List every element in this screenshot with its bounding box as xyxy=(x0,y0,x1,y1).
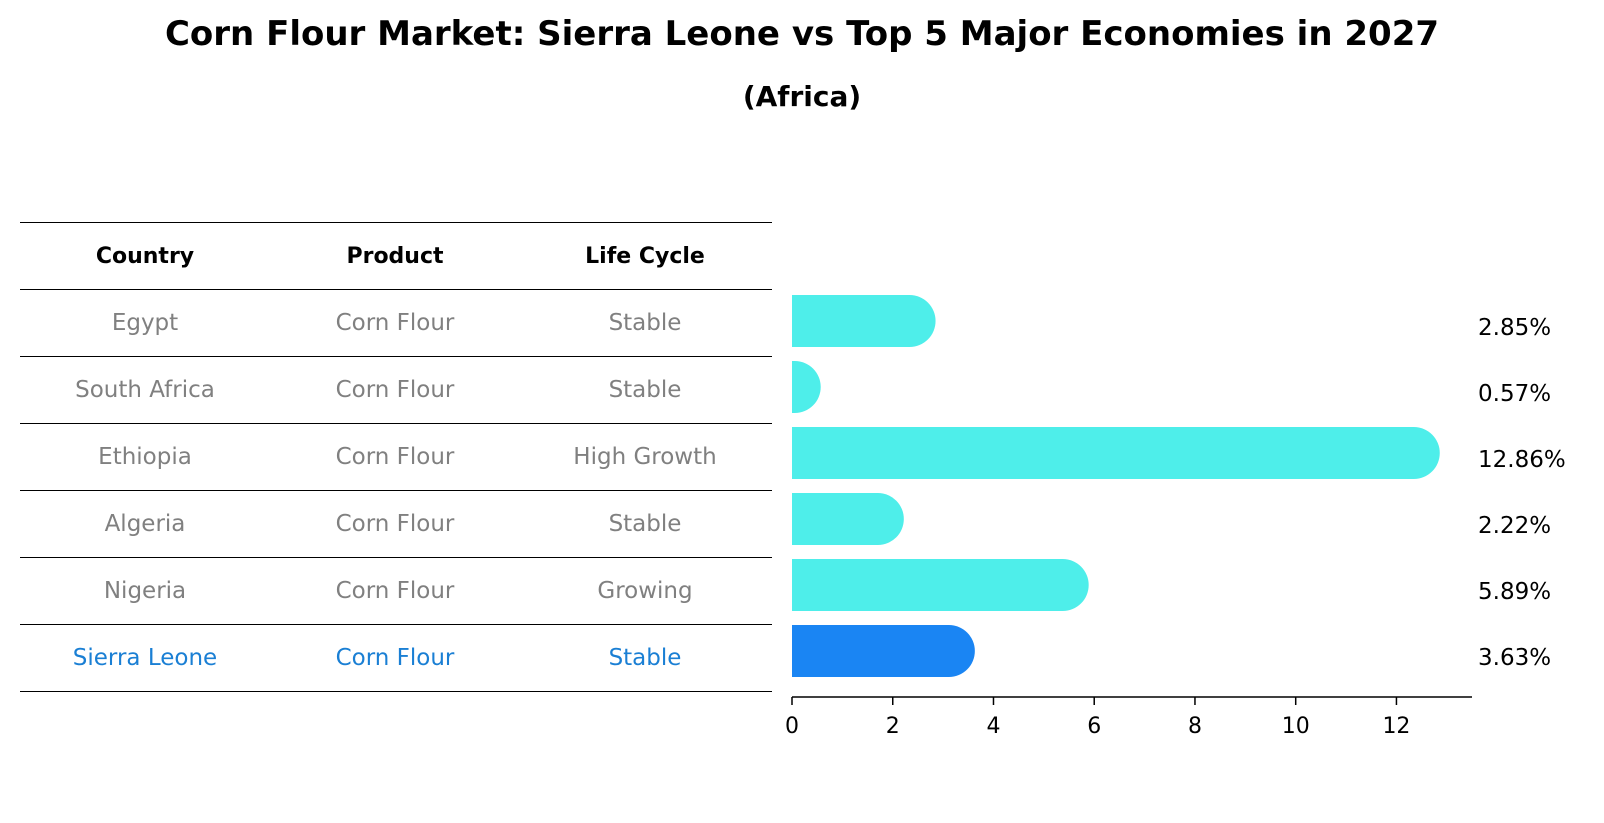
column-header-product: Product xyxy=(346,243,444,269)
product-cell: Corn Flour xyxy=(335,578,455,604)
country-cell: Ethiopia xyxy=(98,444,192,470)
table-row: Ethiopia Corn Flour High Growth xyxy=(20,423,772,490)
x-tick-label: 2 xyxy=(886,714,900,739)
column-header-country: Country xyxy=(95,243,195,269)
bar-value-label: 2.22% xyxy=(1478,513,1551,539)
life-cycle-cell: Stable xyxy=(608,377,682,403)
life-cycle-cell: Stable xyxy=(608,310,682,336)
bar xyxy=(792,427,1440,479)
life-cycle-cell: Stable xyxy=(608,645,682,671)
country-cell: Algeria xyxy=(104,511,186,537)
bar-value-label: 2.85% xyxy=(1478,315,1551,341)
column-header-life-cycle: Life Cycle xyxy=(585,243,705,269)
table-header-row: Country Product Life Cycle xyxy=(20,222,772,289)
bar xyxy=(792,493,904,545)
market-table: Country Product Life Cycle Egypt Corn Fl… xyxy=(20,222,772,692)
bar xyxy=(792,295,936,347)
bar xyxy=(792,559,1089,611)
life-cycle-cell: Growing xyxy=(597,578,693,604)
product-cell: Corn Flour xyxy=(335,310,455,336)
bar-value-label: 0.57% xyxy=(1478,381,1551,407)
product-cell: Corn Flour xyxy=(335,645,455,671)
bar-value-label: 12.86% xyxy=(1478,447,1566,473)
product-cell: Corn Flour xyxy=(335,444,455,470)
table-row-highlighted: Sierra Leone Corn Flour Stable xyxy=(20,624,772,692)
bar xyxy=(792,361,821,413)
chart-subtitle: (Africa) xyxy=(742,80,862,113)
life-cycle-cell: Stable xyxy=(608,511,682,537)
x-tick-label: 4 xyxy=(986,714,1000,739)
table-row: Egypt Corn Flour Stable xyxy=(20,289,772,356)
bar-value-label: 5.89% xyxy=(1478,579,1551,605)
product-cell: Corn Flour xyxy=(335,377,455,403)
bar-highlighted xyxy=(792,625,975,677)
x-tick-label: 0 xyxy=(785,714,799,739)
table-row: Algeria Corn Flour Stable xyxy=(20,490,772,557)
life-cycle-cell: High Growth xyxy=(573,444,717,470)
x-tick-label: 8 xyxy=(1188,714,1202,739)
country-cell: Sierra Leone xyxy=(72,645,218,671)
table-row: South Africa Corn Flour Stable xyxy=(20,356,772,423)
country-cell: Egypt xyxy=(111,310,179,336)
product-cell: Corn Flour xyxy=(335,511,455,537)
x-tick-label: 6 xyxy=(1087,714,1101,739)
country-cell: Nigeria xyxy=(103,578,187,604)
bar-value-label: 3.63% xyxy=(1478,645,1551,671)
table-row: Nigeria Corn Flour Growing xyxy=(20,557,772,624)
country-cell: South Africa xyxy=(75,377,215,403)
x-tick-label: 12 xyxy=(1382,714,1410,739)
x-tick-label: 10 xyxy=(1282,714,1310,739)
chart-title: Corn Flour Market: Sierra Leone vs Top 5… xyxy=(164,14,1440,54)
